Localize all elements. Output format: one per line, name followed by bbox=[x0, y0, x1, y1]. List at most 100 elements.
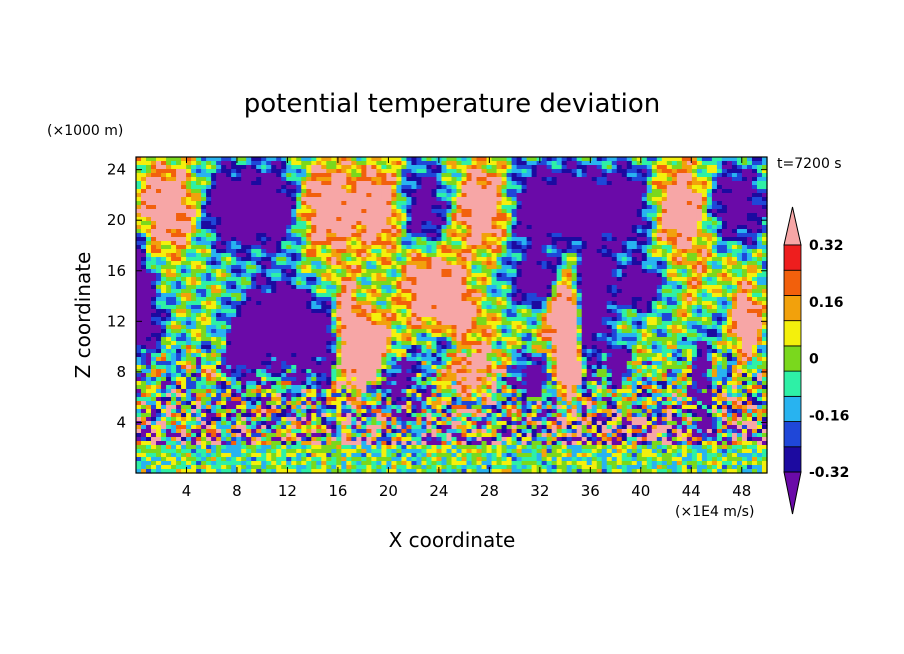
heatmap-cell bbox=[406, 309, 413, 314]
heatmap-cell bbox=[446, 189, 453, 194]
heatmap-cell bbox=[686, 241, 693, 246]
heatmap-cell bbox=[706, 225, 713, 230]
heatmap-cell bbox=[696, 161, 703, 166]
heatmap-cell bbox=[481, 181, 488, 186]
heatmap-cell bbox=[366, 289, 372, 294]
heatmap-cell bbox=[171, 241, 177, 246]
heatmap-cell bbox=[426, 289, 433, 294]
heatmap-cell bbox=[186, 181, 192, 186]
heatmap-cell bbox=[396, 241, 403, 246]
heatmap-cell bbox=[636, 173, 643, 178]
heatmap-cell bbox=[166, 257, 172, 262]
heatmap-cell bbox=[276, 257, 282, 262]
heatmap-cell bbox=[466, 161, 473, 166]
heatmap-cell bbox=[296, 245, 302, 250]
heatmap-cell bbox=[306, 241, 312, 246]
heatmap-cell bbox=[591, 185, 598, 190]
heatmap-cell bbox=[186, 305, 192, 310]
heatmap-cell bbox=[301, 289, 307, 294]
heatmap-cell bbox=[341, 229, 347, 234]
heatmap-cell bbox=[456, 285, 463, 290]
heatmap-cell bbox=[351, 165, 357, 170]
heatmap-cell bbox=[356, 305, 362, 310]
heatmap-cell bbox=[401, 205, 408, 210]
heatmap-cell bbox=[351, 297, 357, 302]
heatmap-cell bbox=[261, 233, 267, 238]
heatmap-cell bbox=[746, 301, 753, 306]
heatmap-cell bbox=[676, 297, 683, 302]
heatmap-cell bbox=[396, 209, 403, 214]
heatmap-cell bbox=[411, 229, 418, 234]
heatmap-cell bbox=[586, 157, 593, 162]
heatmap-cell bbox=[336, 265, 342, 270]
heatmap-cell bbox=[666, 305, 673, 310]
heatmap-cell bbox=[736, 281, 743, 286]
heatmap-cell bbox=[466, 257, 473, 262]
heatmap-cell bbox=[136, 233, 142, 238]
heatmap-cell bbox=[736, 157, 743, 162]
heatmap-cell bbox=[516, 217, 523, 222]
heatmap-cell bbox=[711, 293, 718, 298]
heatmap-cell bbox=[671, 165, 678, 170]
heatmap-cell bbox=[176, 293, 182, 298]
heatmap-cell bbox=[346, 293, 352, 298]
heatmap-cell bbox=[156, 217, 162, 222]
heatmap-cell bbox=[686, 173, 693, 178]
heatmap-cell bbox=[251, 241, 257, 246]
heatmap-cell bbox=[201, 181, 207, 186]
heatmap-cell bbox=[551, 305, 558, 310]
heatmap-cell bbox=[551, 233, 558, 238]
heatmap-cell bbox=[276, 245, 282, 250]
heatmap-cell bbox=[426, 181, 433, 186]
heatmap-cell bbox=[276, 265, 282, 270]
heatmap-cell bbox=[761, 177, 768, 182]
heatmap-cell bbox=[341, 173, 347, 178]
heatmap-cell bbox=[161, 301, 167, 306]
heatmap-cell bbox=[221, 297, 227, 302]
heatmap-cell bbox=[526, 197, 533, 202]
heatmap-cell bbox=[186, 185, 192, 190]
heatmap-cell bbox=[371, 221, 377, 226]
heatmap-cell bbox=[171, 209, 177, 214]
heatmap-cell bbox=[376, 313, 382, 318]
heatmap-cell bbox=[371, 293, 377, 298]
heatmap-cell bbox=[591, 265, 598, 270]
heatmap-cell bbox=[721, 189, 728, 194]
heatmap-cell bbox=[716, 201, 723, 206]
heatmap-cell bbox=[551, 237, 558, 242]
heatmap-cell bbox=[376, 253, 382, 258]
heatmap-cell bbox=[391, 169, 398, 174]
heatmap-cell bbox=[526, 293, 533, 298]
heatmap-cell bbox=[296, 173, 302, 178]
heatmap-cell bbox=[371, 169, 377, 174]
heatmap-cell bbox=[371, 193, 377, 198]
heatmap-cell bbox=[636, 193, 643, 198]
heatmap-cell bbox=[661, 189, 668, 194]
heatmap-cell bbox=[171, 201, 177, 206]
heatmap-cell bbox=[681, 201, 688, 206]
heatmap-cell bbox=[231, 185, 237, 190]
heatmap-cell bbox=[626, 241, 633, 246]
heatmap-cell bbox=[196, 269, 202, 274]
heatmap-cell bbox=[156, 169, 162, 174]
heatmap-cell bbox=[341, 309, 347, 314]
heatmap-cell bbox=[441, 237, 448, 242]
heatmap-cell bbox=[166, 241, 172, 246]
heatmap-cell bbox=[276, 269, 282, 274]
heatmap-cell bbox=[436, 249, 443, 254]
heatmap-cell bbox=[686, 237, 693, 242]
heatmap-cell bbox=[271, 193, 277, 198]
heatmap-cell bbox=[456, 309, 463, 314]
heatmap-cell bbox=[446, 241, 453, 246]
heatmap-cell bbox=[151, 217, 157, 222]
heatmap-cell bbox=[546, 225, 553, 230]
heatmap-cell bbox=[461, 177, 468, 182]
heatmap-cell bbox=[156, 245, 162, 250]
heatmap-cell bbox=[641, 169, 648, 174]
heatmap-cell bbox=[156, 213, 162, 218]
heatmap-cell bbox=[526, 181, 533, 186]
heatmap-cell bbox=[736, 277, 743, 282]
heatmap-cell bbox=[226, 297, 232, 302]
heatmap-cell bbox=[631, 253, 638, 258]
heatmap-cell bbox=[496, 169, 503, 174]
